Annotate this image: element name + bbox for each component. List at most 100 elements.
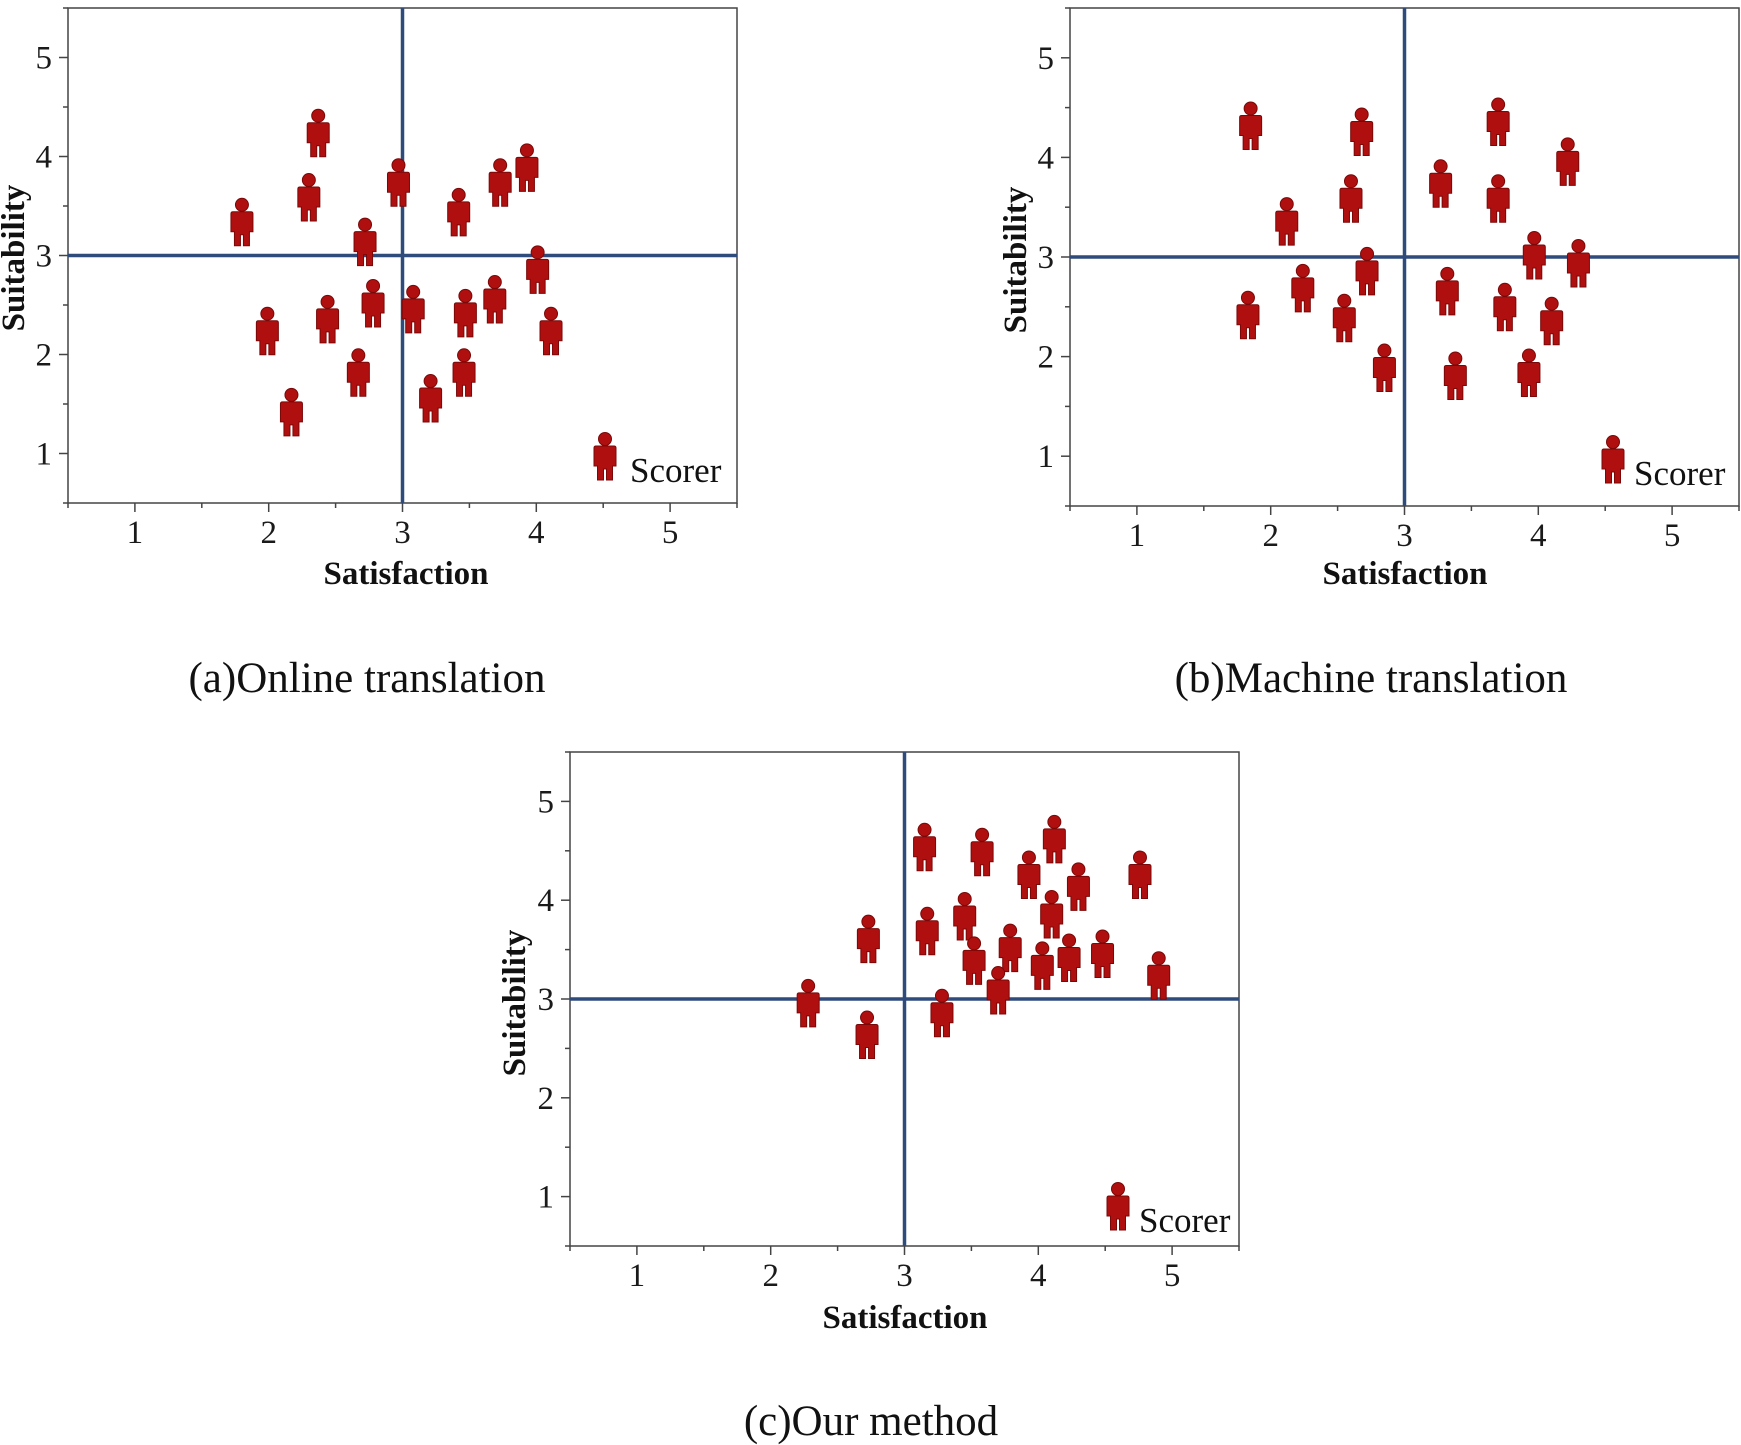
panel-caption: (a)Online translation (188, 655, 545, 702)
scorer-point (1042, 814, 1066, 864)
y-axis-label: Suitability (0, 184, 32, 331)
scorer-point (1291, 263, 1315, 313)
scorer-point (1332, 293, 1356, 343)
y-tick-label: 3 (1038, 240, 1055, 276)
x-tick-label: 5 (1664, 518, 1681, 554)
chart-panel-c: 1 2 3 4 5 1 2 3 4 5 Satisfaction Suitability Scor… (497, 751, 1240, 1445)
scorer-point (998, 923, 1022, 973)
x-tick-label: 5 (662, 515, 679, 551)
scorer-point (1057, 933, 1081, 982)
y-tick-label: 5 (1038, 41, 1055, 77)
reference-lines (68, 8, 737, 503)
scorer-point (447, 187, 471, 237)
scorer-point (488, 158, 512, 207)
scorer-point (1435, 266, 1459, 316)
x-tick-label: 5 (1164, 1258, 1181, 1294)
scorer-point (1275, 197, 1299, 246)
scorer-point (970, 827, 994, 877)
scorer-point (1443, 351, 1467, 401)
y-axis-label: Suitability (497, 929, 533, 1076)
legend (593, 432, 617, 481)
x-tick-label: 4 (528, 515, 545, 551)
scorer-point (1522, 230, 1546, 280)
scorer-point (953, 891, 977, 941)
scorer-point (930, 988, 954, 1038)
y-tick-label: 5 (36, 41, 53, 77)
scorer-point (855, 1010, 879, 1060)
x-tick-label: 1 (629, 1258, 646, 1294)
y-tick-label: 5 (538, 784, 555, 820)
scorer-point (1556, 137, 1580, 186)
scorer-point (796, 978, 820, 1028)
scorer-point (1486, 174, 1510, 223)
scorer-point (915, 906, 939, 956)
y-tick-label: 2 (1038, 340, 1055, 376)
scorer-point (316, 294, 340, 344)
scorer-point (986, 966, 1010, 1015)
panel-caption: (c)Our method (744, 1398, 998, 1445)
x-tick-label: 3 (896, 1258, 913, 1294)
scorer-point (1147, 951, 1171, 1000)
y-tick-label: 1 (538, 1180, 555, 1216)
x-tick-label: 2 (1262, 518, 1279, 554)
scorer-point (856, 914, 880, 964)
scorer-point (1350, 107, 1374, 156)
chart-panel-b: 1 2 3 4 5 1 2 3 4 5 Satisfaction Suitability Scor… (998, 7, 1740, 702)
y-tick-label: 3 (538, 982, 555, 1018)
scorer-point (353, 217, 377, 267)
scorer-point (419, 374, 443, 423)
scorer-point (1486, 97, 1510, 147)
x-tick-label: 1 (127, 515, 144, 551)
legend (1106, 1182, 1130, 1231)
y-tick-label: 4 (1038, 140, 1055, 176)
reference-lines (1070, 8, 1739, 506)
scorer-point (297, 173, 321, 222)
scorer-point (346, 348, 370, 397)
scorer-point (1372, 343, 1396, 393)
reference-lines (570, 752, 1239, 1246)
scorer-point (1355, 246, 1379, 296)
scorer-point (1339, 174, 1363, 223)
axis-ticks (1061, 7, 1740, 515)
y-tick-label: 2 (36, 338, 53, 374)
scorer-point (1540, 296, 1564, 346)
scorer-point (483, 275, 507, 324)
scorer-point (361, 278, 385, 328)
axis-ticks (561, 751, 1240, 1255)
y-tick-label: 1 (1038, 439, 1055, 475)
x-tick-label: 4 (1030, 1258, 1047, 1294)
x-tick-label: 3 (394, 515, 411, 551)
scorer-point (1030, 941, 1054, 990)
x-tick-label: 2 (260, 515, 277, 551)
scorer-point (452, 348, 476, 397)
tick-labels: 1 2 3 4 5 1 2 3 4 5 (1038, 41, 1681, 554)
scorer-point (1040, 889, 1064, 939)
scorer-point (306, 108, 330, 158)
scorer-point (1091, 929, 1115, 979)
scorer-point (230, 197, 254, 247)
y-axis-label: Suitability (998, 186, 1034, 333)
x-tick-label: 3 (1396, 518, 1413, 554)
x-tick-label: 2 (762, 1258, 779, 1294)
scorer-point (539, 306, 563, 356)
y-tick-label: 4 (36, 140, 53, 176)
scorer-point (1236, 290, 1260, 340)
legend-person-icon (593, 432, 617, 481)
y-tick-label: 2 (538, 1081, 555, 1117)
legend-person-icon (1106, 1182, 1130, 1231)
scatter-points (796, 814, 1171, 1060)
scorer-point (913, 822, 937, 872)
axis-ticks (59, 7, 738, 512)
legend-person-icon (1601, 435, 1625, 484)
scorer-point (386, 158, 410, 207)
x-tick-label: 4 (1530, 518, 1547, 554)
scorer-point (1566, 238, 1590, 288)
legend-label: Scorer (1139, 1201, 1231, 1240)
scorer-point (255, 306, 279, 356)
scorer-point (962, 936, 986, 985)
legend (1601, 435, 1625, 484)
scorer-point (515, 143, 539, 192)
scorer-point (1517, 348, 1541, 398)
tick-labels: 1 2 3 4 5 1 2 3 4 5 (538, 784, 1181, 1294)
